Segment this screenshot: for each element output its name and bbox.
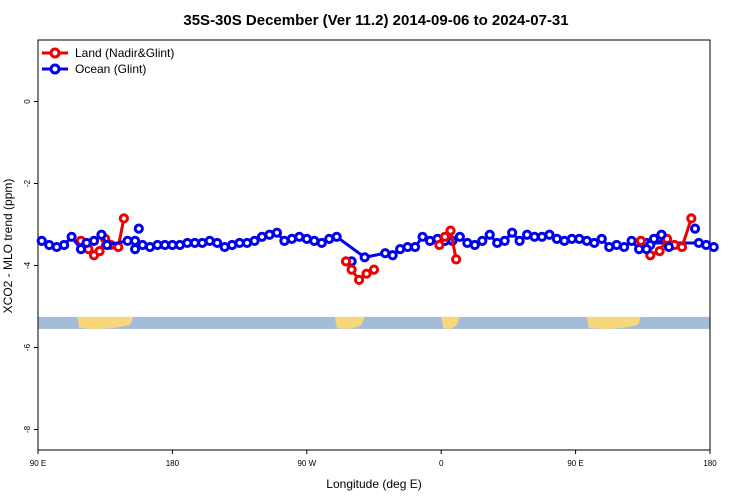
y-axis: 0 -2 -4 -6 -8: [23, 99, 38, 433]
data-point: [641, 244, 652, 255]
data-point: [133, 223, 144, 234]
data-point: [434, 239, 445, 251]
x-axis: 90 E 180 90 W 0 90 E 180: [30, 450, 717, 468]
data-point: [331, 231, 342, 242]
land-region-2: [441, 316, 460, 329]
legend-ocean-label: Ocean (Glint): [75, 62, 146, 76]
y-tick-label: -8: [23, 425, 32, 433]
data-point: [499, 235, 510, 246]
legend-ocean-marker: [49, 63, 61, 75]
y-tick-label: -2: [23, 179, 32, 187]
data-point: [353, 274, 365, 285]
x-tick-label: 180: [703, 459, 717, 468]
data-point: [626, 235, 637, 246]
data-point: [451, 254, 462, 265]
land-region-1: [334, 316, 365, 329]
data-point: [507, 227, 518, 238]
data-point: [118, 213, 129, 224]
data-point: [514, 235, 525, 246]
data-point: [361, 268, 372, 279]
data-point: [417, 231, 428, 242]
data-point: [589, 237, 600, 249]
data-point: [654, 246, 665, 257]
legend: Land (Nadir&Glint) Ocean (Glint): [42, 46, 174, 76]
y-tick-label: 0: [23, 99, 32, 104]
y-tick-label: -4: [23, 261, 32, 269]
data-point: [59, 239, 70, 251]
data-point: [656, 229, 667, 240]
data-point: [469, 239, 480, 251]
data-point: [676, 241, 688, 253]
y-tick-label: -6: [23, 343, 32, 351]
data-point: [359, 252, 370, 263]
data-point: [88, 235, 100, 246]
data-point: [346, 264, 357, 275]
data-point: [101, 239, 113, 251]
data-point: [316, 237, 327, 249]
data-point: [96, 229, 107, 240]
land-region-0: [77, 316, 134, 329]
data-point: [129, 235, 141, 246]
x-axis-label: Longitude (deg E): [326, 477, 421, 491]
x-tick-label: 0: [439, 459, 444, 468]
data-point: [340, 256, 352, 267]
land-ocean-strip: [38, 316, 710, 329]
data-point: [477, 235, 488, 246]
chart-title: 35S-30S December (Ver 11.2) 2014-09-06 t…: [183, 12, 568, 29]
data-point: [619, 241, 630, 253]
data-point: [689, 223, 701, 234]
x-tick-label: 90 E: [30, 459, 46, 468]
legend-land-marker: [49, 47, 61, 59]
data-point: [409, 241, 421, 253]
x-tick-label: 180: [166, 459, 180, 468]
data-point: [368, 264, 380, 275]
data-point: [708, 241, 719, 253]
data-point: [66, 231, 77, 242]
series-layer: [36, 213, 719, 285]
data-point: [648, 233, 660, 244]
data-point: [387, 250, 398, 261]
data-point: [454, 231, 465, 242]
ocean-strip: [38, 316, 710, 329]
data-point: [596, 233, 607, 244]
data-point: [212, 237, 223, 249]
data-point: [544, 229, 555, 240]
data-point: [439, 231, 451, 242]
data-point: [686, 213, 697, 224]
data-point: [635, 235, 647, 246]
x-tick-label: 90 E: [567, 459, 583, 468]
data-point: [271, 227, 283, 238]
data-point: [663, 241, 675, 253]
data-point: [484, 229, 495, 240]
data-point: [94, 246, 105, 257]
legend-land-label: Land (Nadir&Glint): [75, 46, 174, 60]
y-axis-label: XCO2 - MLO trend (ppm): [1, 179, 15, 314]
data-point: [445, 225, 456, 236]
x-tick-label: 90 W: [297, 459, 316, 468]
data-point: [36, 235, 47, 246]
data-point: [249, 235, 260, 246]
data-point: [75, 244, 87, 255]
data-point: [129, 244, 141, 255]
land-region-3: [586, 316, 641, 329]
